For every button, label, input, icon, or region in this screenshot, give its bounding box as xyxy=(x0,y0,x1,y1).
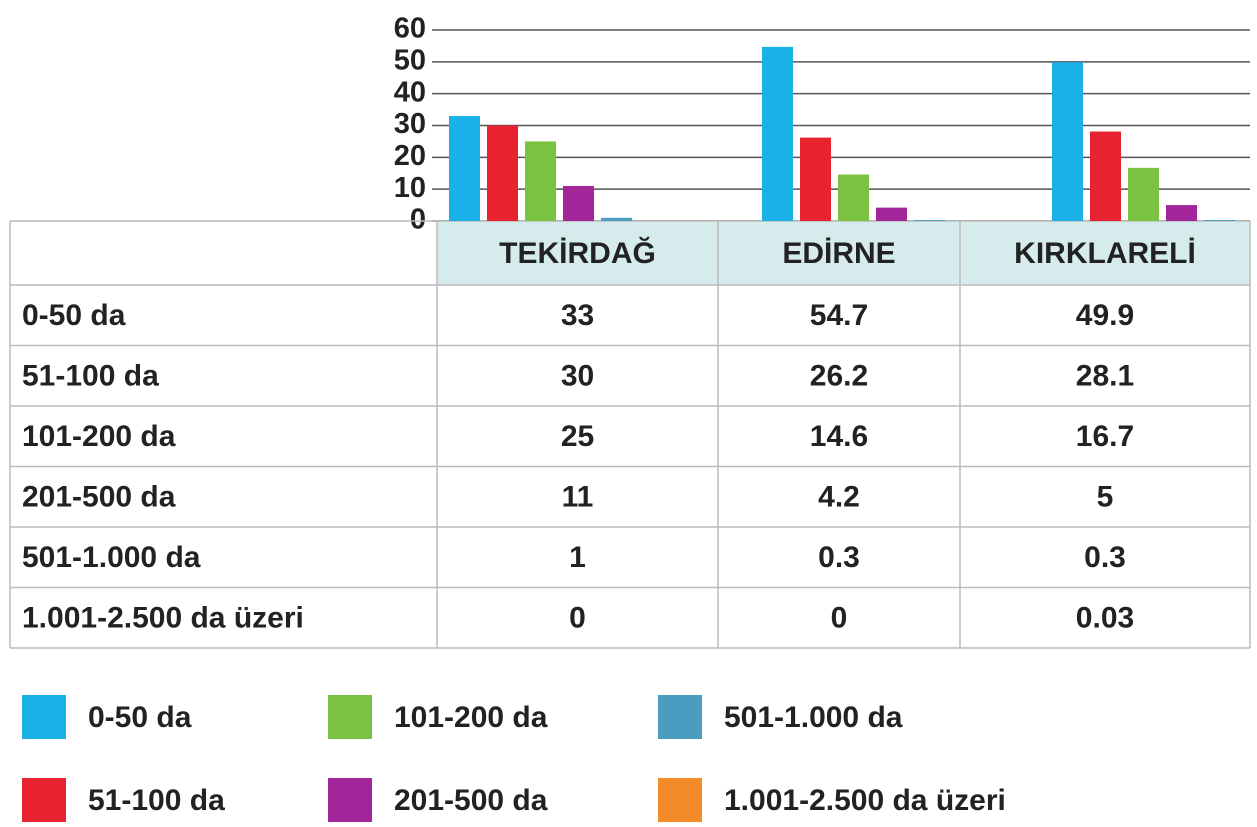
row-label: 1.001-2.500 da üzeri xyxy=(22,602,304,635)
table-value: 11 xyxy=(562,481,594,514)
row-label: 101-200 da xyxy=(22,420,176,453)
bar xyxy=(800,137,831,221)
header-cell xyxy=(960,221,1250,285)
y-tick-label: 20 xyxy=(394,140,426,172)
legend-swatch xyxy=(22,778,66,822)
table-value: 0.3 xyxy=(1084,541,1126,574)
table-value: 1 xyxy=(569,541,586,574)
table-value: 28.1 xyxy=(1076,360,1134,393)
table-value: 16.7 xyxy=(1076,420,1134,453)
row-label: 201-500 da xyxy=(22,481,176,514)
bar xyxy=(1128,167,1159,221)
legend-label: 101-200 da xyxy=(394,701,548,734)
bar xyxy=(525,141,556,221)
y-tick-label: 40 xyxy=(394,76,426,108)
y-tick-label: 0 xyxy=(410,204,426,236)
bar xyxy=(762,46,793,221)
column-header: TEKİRDAĞ xyxy=(499,236,656,270)
table-value: 54.7 xyxy=(810,299,868,332)
row-label: 0-50 da xyxy=(22,299,126,332)
table-value: 0.3 xyxy=(818,541,860,574)
bar xyxy=(838,174,869,221)
table-value: 33 xyxy=(561,299,594,332)
bar xyxy=(1204,220,1235,221)
legend-swatch xyxy=(658,778,702,822)
y-tick-label: 60 xyxy=(394,13,426,45)
row-label: 501-1.000 da xyxy=(22,541,201,574)
bar xyxy=(914,220,945,221)
row-label: 51-100 da xyxy=(22,360,159,393)
legend-label: 51-100 da xyxy=(88,784,225,817)
table-value: 25 xyxy=(561,420,594,453)
legend-swatch xyxy=(328,778,372,822)
table-value: 0.03 xyxy=(1076,602,1134,635)
column-header: KIRKLARELİ xyxy=(1014,237,1196,270)
table-value: 49.9 xyxy=(1076,299,1134,332)
bar xyxy=(1052,62,1083,221)
y-tick-label: 50 xyxy=(394,44,426,76)
bar xyxy=(487,125,518,221)
bar xyxy=(876,207,907,221)
legend-swatch xyxy=(328,695,372,739)
bar xyxy=(601,217,632,221)
y-tick-label: 30 xyxy=(394,108,426,140)
bar xyxy=(1166,205,1197,221)
table-value: 30 xyxy=(561,360,594,393)
column-header: EDİRNE xyxy=(782,237,895,270)
bar xyxy=(1090,131,1121,221)
table-value: 4.2 xyxy=(818,481,860,514)
bar xyxy=(449,115,480,221)
bar xyxy=(563,185,594,221)
legend-swatch xyxy=(658,695,702,739)
y-tick-label: 10 xyxy=(394,172,426,204)
header-cell xyxy=(718,221,960,285)
legend-label: 501-1.000 da xyxy=(724,701,903,734)
table-value: 26.2 xyxy=(810,360,868,393)
legend-label: 1.001-2.500 da üzeri xyxy=(724,784,1006,817)
table-value: 0 xyxy=(569,602,586,635)
legend-label: 0-50 da xyxy=(88,701,192,734)
table-value: 5 xyxy=(1097,481,1114,514)
header-cell xyxy=(437,221,718,285)
legend-label: 201-500 da xyxy=(394,784,548,817)
table-value: 0 xyxy=(831,602,848,635)
table-value: 14.6 xyxy=(810,420,868,453)
legend-swatch xyxy=(22,695,66,739)
